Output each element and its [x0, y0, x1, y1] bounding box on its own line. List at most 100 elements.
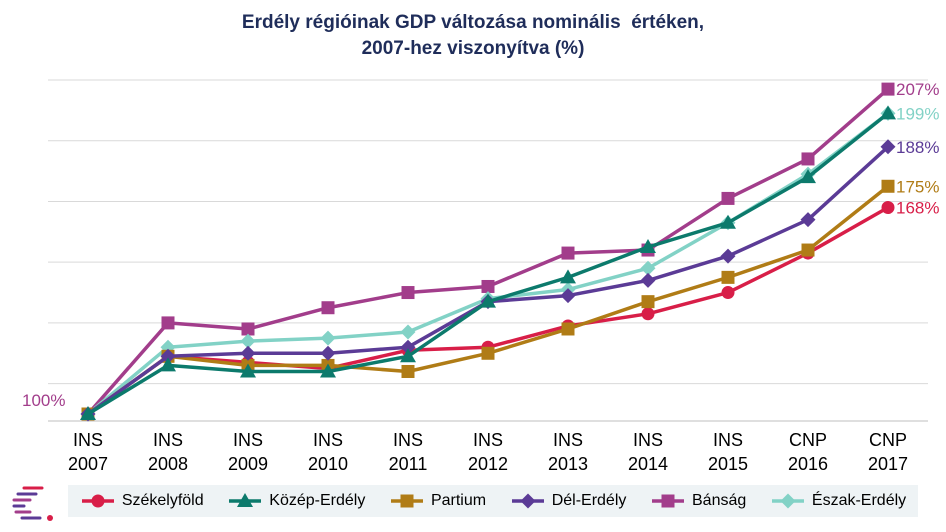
x-tick-label-line-1: INS [633, 430, 663, 450]
data-point [481, 279, 495, 293]
end-label: 207% [896, 80, 939, 99]
data-point [561, 246, 575, 260]
x-tick-label-line-2: 2007 [68, 454, 108, 474]
data-point [640, 260, 656, 276]
x-tick-label: INS 2007 [68, 430, 108, 474]
x-tick-label: INS 2008 [148, 430, 188, 474]
data-point [320, 363, 336, 378]
legend-swatch [81, 494, 114, 508]
legend-item: Székelyföld [80, 492, 204, 510]
data-point [560, 288, 576, 304]
data-point [881, 201, 895, 215]
data-point [721, 270, 735, 284]
legend-label: Dél-Erdély [551, 492, 627, 509]
x-tick-label-line-2: 2010 [308, 454, 348, 474]
x-tick-label: INS 2011 [389, 430, 428, 474]
start-label: 100% [22, 391, 65, 410]
x-tick-label: INS 2009 [228, 430, 268, 474]
legend-swatch [652, 494, 684, 508]
end-label: 199% [896, 104, 939, 123]
data-point [320, 345, 336, 361]
legend-item: Dél-Erdély [510, 492, 627, 510]
x-tick-label-line-1: INS [473, 430, 503, 450]
legend-item: Bánság [650, 492, 746, 510]
x-tick-label-line-2: 2017 [868, 454, 908, 474]
x-tick-label-line-2: 2013 [548, 454, 588, 474]
x-tick-label-line-2: 2016 [788, 454, 828, 474]
data-point [401, 364, 415, 378]
x-tick-label: INS 2014 [628, 430, 668, 474]
legend-swatch [511, 493, 544, 509]
data-point [561, 322, 575, 336]
x-tick-label: INS 2010 [308, 430, 348, 474]
legend-label: Közép-Erdély [269, 492, 366, 509]
data-point [481, 346, 495, 360]
chart-legend: Székelyföld Közép-Erdély Partium Dél-Erdély… [68, 485, 918, 517]
data-point [240, 363, 256, 378]
data-point [801, 243, 815, 257]
legend-label: Bánság [692, 492, 747, 509]
end-label: 175% [896, 177, 939, 196]
x-tick-label-line-2: 2015 [708, 454, 748, 474]
x-tick-label: CNP 2017 [868, 430, 908, 474]
data-point [400, 339, 416, 355]
data-point [881, 179, 895, 193]
end-label: 188% [896, 138, 939, 157]
legend-marker [91, 494, 105, 508]
legend-marker [780, 493, 796, 509]
x-tick-label-line-1: INS [153, 430, 183, 450]
data-point [881, 82, 895, 96]
data-point [800, 169, 816, 184]
data-point [400, 348, 416, 363]
data-point [560, 269, 576, 284]
legend-item: Partium [389, 492, 486, 510]
x-tick-label-line-1: INS [713, 430, 743, 450]
x-tick-label-line-2: 2011 [389, 454, 428, 474]
data-point [160, 357, 176, 372]
data-point [401, 286, 415, 300]
legend-item: Észak-Erdély [770, 492, 906, 510]
data-point [240, 333, 256, 349]
line-chart: INS 2007 INS 2008 INS 2009 INS 2010 INS 2011 INS 20… [22, 79, 939, 474]
legend-marker [520, 493, 536, 509]
data-point [161, 316, 175, 330]
chart-title-line-1: Erdély régióinak GDP változása nominális… [241, 12, 705, 33]
end-label: 168% [896, 199, 939, 218]
data-point [80, 406, 96, 420]
data-point [321, 301, 335, 315]
series-line [86, 87, 890, 416]
x-tick-label-line-2: 2012 [468, 454, 508, 474]
data-point [320, 330, 336, 346]
data-point [641, 295, 655, 309]
data-point [800, 212, 816, 228]
data-point [640, 272, 656, 288]
legend-label: Székelyföld [121, 492, 204, 509]
x-tick-label-line-1: INS [553, 430, 583, 450]
data-point [720, 248, 736, 264]
x-tick-label-line-2: 2014 [628, 454, 668, 474]
data-point [241, 322, 255, 336]
data-point [880, 105, 896, 120]
logo-icon [12, 486, 53, 521]
data-point [801, 152, 815, 166]
series-Közép-Erdély [80, 105, 896, 420]
legend-label: Észak-Erdély [811, 492, 907, 509]
legend-swatch [229, 493, 262, 507]
x-tick-label-line-1: INS [233, 430, 263, 450]
data-point [880, 139, 896, 155]
chart-title-line-2: 2007-hez viszonyítva (%) [361, 38, 585, 59]
legend-swatch [390, 494, 423, 508]
data-point [400, 324, 416, 340]
data-point [240, 345, 256, 361]
legend-item: Közép-Erdély [227, 492, 365, 510]
x-tick-label: INS 2015 [708, 430, 748, 474]
x-tick-label: INS 2012 [468, 430, 508, 474]
x-tick-label-line-1: CNP [869, 430, 907, 450]
legend-marker [237, 493, 254, 507]
data-point [641, 307, 655, 321]
legend-marker [661, 494, 675, 508]
chart-title: Erdély régióinak GDP változása nominális… [0, 10, 946, 62]
data-point [721, 286, 735, 300]
x-tick-label-line-2: 2009 [228, 454, 268, 474]
x-tick-label: INS 2013 [548, 430, 588, 474]
